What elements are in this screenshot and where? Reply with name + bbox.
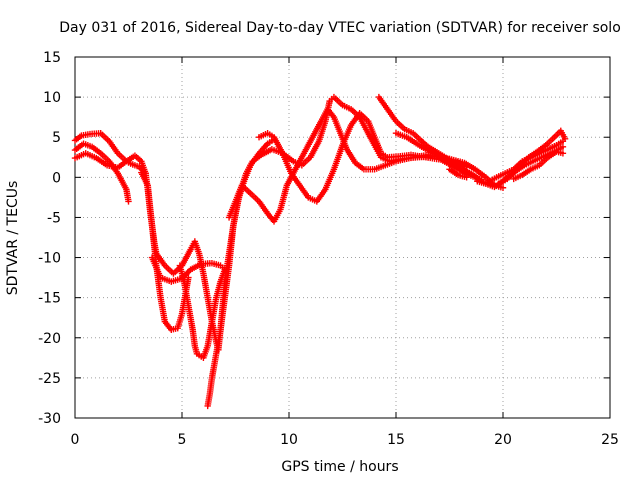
series-track-17 — [510, 148, 567, 183]
y-axis-label: SDTVAR / TECUs — [5, 181, 21, 296]
series-track-16 — [495, 143, 567, 187]
data-point — [559, 150, 567, 157]
series-track-8 — [204, 93, 507, 410]
y-tick-label: -15 — [38, 291, 61, 307]
y-tick-label: -30 — [38, 411, 61, 427]
data-point — [465, 170, 472, 177]
x-tick-label: 25 — [601, 432, 619, 448]
y-tick-label: -10 — [38, 251, 61, 267]
series-track-11 — [375, 93, 496, 189]
series-track-5 — [148, 254, 228, 285]
data-points — [71, 93, 569, 410]
data-point — [463, 163, 470, 171]
x-axis-label: GPS time / hours — [281, 459, 398, 475]
y-tick-label: 5 — [52, 130, 61, 146]
plot-frame — [74, 56, 611, 419]
data-point — [125, 198, 132, 205]
data-point — [559, 143, 567, 151]
x-tick-label: 5 — [178, 432, 187, 448]
data-point — [463, 174, 470, 181]
series-track-12 — [392, 130, 472, 177]
y-tick-label: -20 — [38, 331, 61, 347]
data-point — [499, 184, 507, 191]
axis-ticks: 0 5 10 15 20 25 -30 -25 -20 -15 -10 -5 0 5 10 15 — [38, 50, 619, 448]
y-tick-label: 15 — [43, 50, 61, 66]
x-tick-label: 0 — [71, 432, 80, 448]
series-track-7 — [176, 262, 228, 362]
y-tick-label: 10 — [43, 90, 61, 106]
y-tick-label: -25 — [38, 371, 61, 387]
series-track-4 — [138, 169, 192, 333]
x-tick-label: 10 — [280, 432, 298, 448]
series-track-15 — [484, 138, 567, 186]
series-track-10 — [255, 109, 485, 205]
series-track-9 — [225, 105, 470, 225]
y-tick-label: -5 — [47, 210, 61, 226]
x-tick-label: 15 — [387, 432, 405, 448]
series-track-13 — [446, 166, 470, 181]
chart-title: Day 031 of 2016, Sidereal Day-to-day VTE… — [59, 20, 621, 36]
series-track-2 — [71, 140, 132, 205]
data-point — [559, 138, 567, 145]
y-tick-label: 0 — [52, 170, 61, 186]
series-track-6 — [153, 136, 278, 354]
x-tick-label: 20 — [494, 432, 512, 448]
